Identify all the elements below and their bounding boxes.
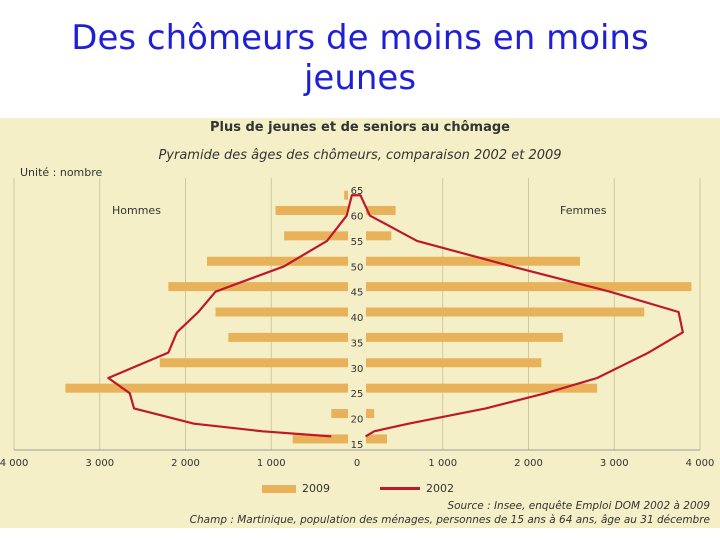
pyramid-chart: 65 60 55 50 45 40 35 30 25 20 15 4 000 3 000 2 000 1 0… (0, 174, 715, 469)
legend-item-2002: 2002 (380, 482, 454, 495)
y-tick-label-10: 15 (351, 440, 364, 451)
bar-2009-women-3 (357, 358, 542, 368)
x-tick-label-8: 4 000 (686, 458, 715, 469)
bar-2009-men-2 (65, 383, 357, 393)
bar-2009-women-6 (357, 282, 692, 292)
y-tick-label-5: 40 (351, 313, 364, 324)
y-tick-label-2: 55 (351, 237, 364, 248)
bar-2009-men-6 (168, 282, 357, 292)
slide-title-line2: jeunes (303, 58, 417, 98)
legend-label-2002: 2002 (426, 482, 454, 495)
bar-2009-men-1 (331, 409, 357, 419)
x-tick-label-7: 3 000 (600, 458, 629, 469)
y-tick-label-0: 65 (351, 186, 364, 197)
bar-2009-women-5 (357, 307, 645, 317)
y-tick-label-4: 45 (351, 288, 364, 299)
bar-2009-women-4 (357, 332, 563, 342)
slide-title: Des chômeurs de moins en moins jeunes (0, 18, 720, 98)
x-tick-label-0: 4 000 (0, 458, 28, 469)
x-tick-label-1: 3 000 (85, 458, 114, 469)
bar-2009-men-3 (159, 358, 357, 368)
y-tick-label-8: 25 (351, 389, 364, 400)
source-note: Source : Insee, enquête Emploi DOM 2002 … (447, 500, 710, 512)
line-2002-outline (107, 194, 684, 438)
y-tick-label-7: 30 (351, 364, 364, 375)
legend-swatch-2002 (380, 487, 420, 490)
unit-label: Unité : nombre (20, 166, 103, 179)
bar-2009-women-2 (357, 383, 598, 393)
center-axis-band (348, 174, 366, 452)
x-tick-label-3: 1 000 (257, 458, 286, 469)
men-label: Hommes (112, 204, 161, 217)
x-tick-label-6: 2 000 (514, 458, 543, 469)
legend-swatch-2009 (262, 484, 296, 493)
bar-2009-men-9 (275, 205, 357, 215)
x-tick-label-2: 2 000 (171, 458, 200, 469)
scope-note: Champ : Martinique, population des ménag… (189, 514, 710, 526)
bar-2009-men-8 (284, 231, 357, 241)
bar-2009-men-5 (215, 307, 357, 317)
bar-2009-men-0 (292, 434, 357, 444)
bar-2009-women-8 (357, 231, 392, 241)
chart-subtitle: Pyramide des âges des chômeurs, comparai… (158, 148, 562, 163)
y-tick-label-6: 35 (351, 338, 364, 349)
legend-item-2009: 2009 (262, 482, 330, 495)
slide-title-line1: Des chômeurs de moins en moins (71, 18, 649, 58)
y-tick-label-1: 60 (351, 212, 364, 223)
legend-label-2009: 2009 (302, 482, 330, 495)
chart-title: Plus de jeunes et de seniors au chômage (210, 120, 510, 135)
bar-2009-women-0 (357, 434, 388, 444)
x-tick-label-4: 0 (354, 458, 360, 469)
bar-2009-women-7 (357, 256, 580, 266)
bar-2009-men-4 (228, 332, 357, 342)
x-tick-label-5: 1 000 (428, 458, 457, 469)
bar-2009-women-9 (357, 205, 396, 215)
chart-figure: Plus de jeunes et de seniors au chômage … (0, 118, 720, 528)
bar-2009-men-7 (206, 256, 357, 266)
women-label: Femmes (560, 204, 607, 217)
y-tick-label-3: 50 (351, 262, 364, 273)
y-tick-label-9: 20 (351, 415, 364, 426)
